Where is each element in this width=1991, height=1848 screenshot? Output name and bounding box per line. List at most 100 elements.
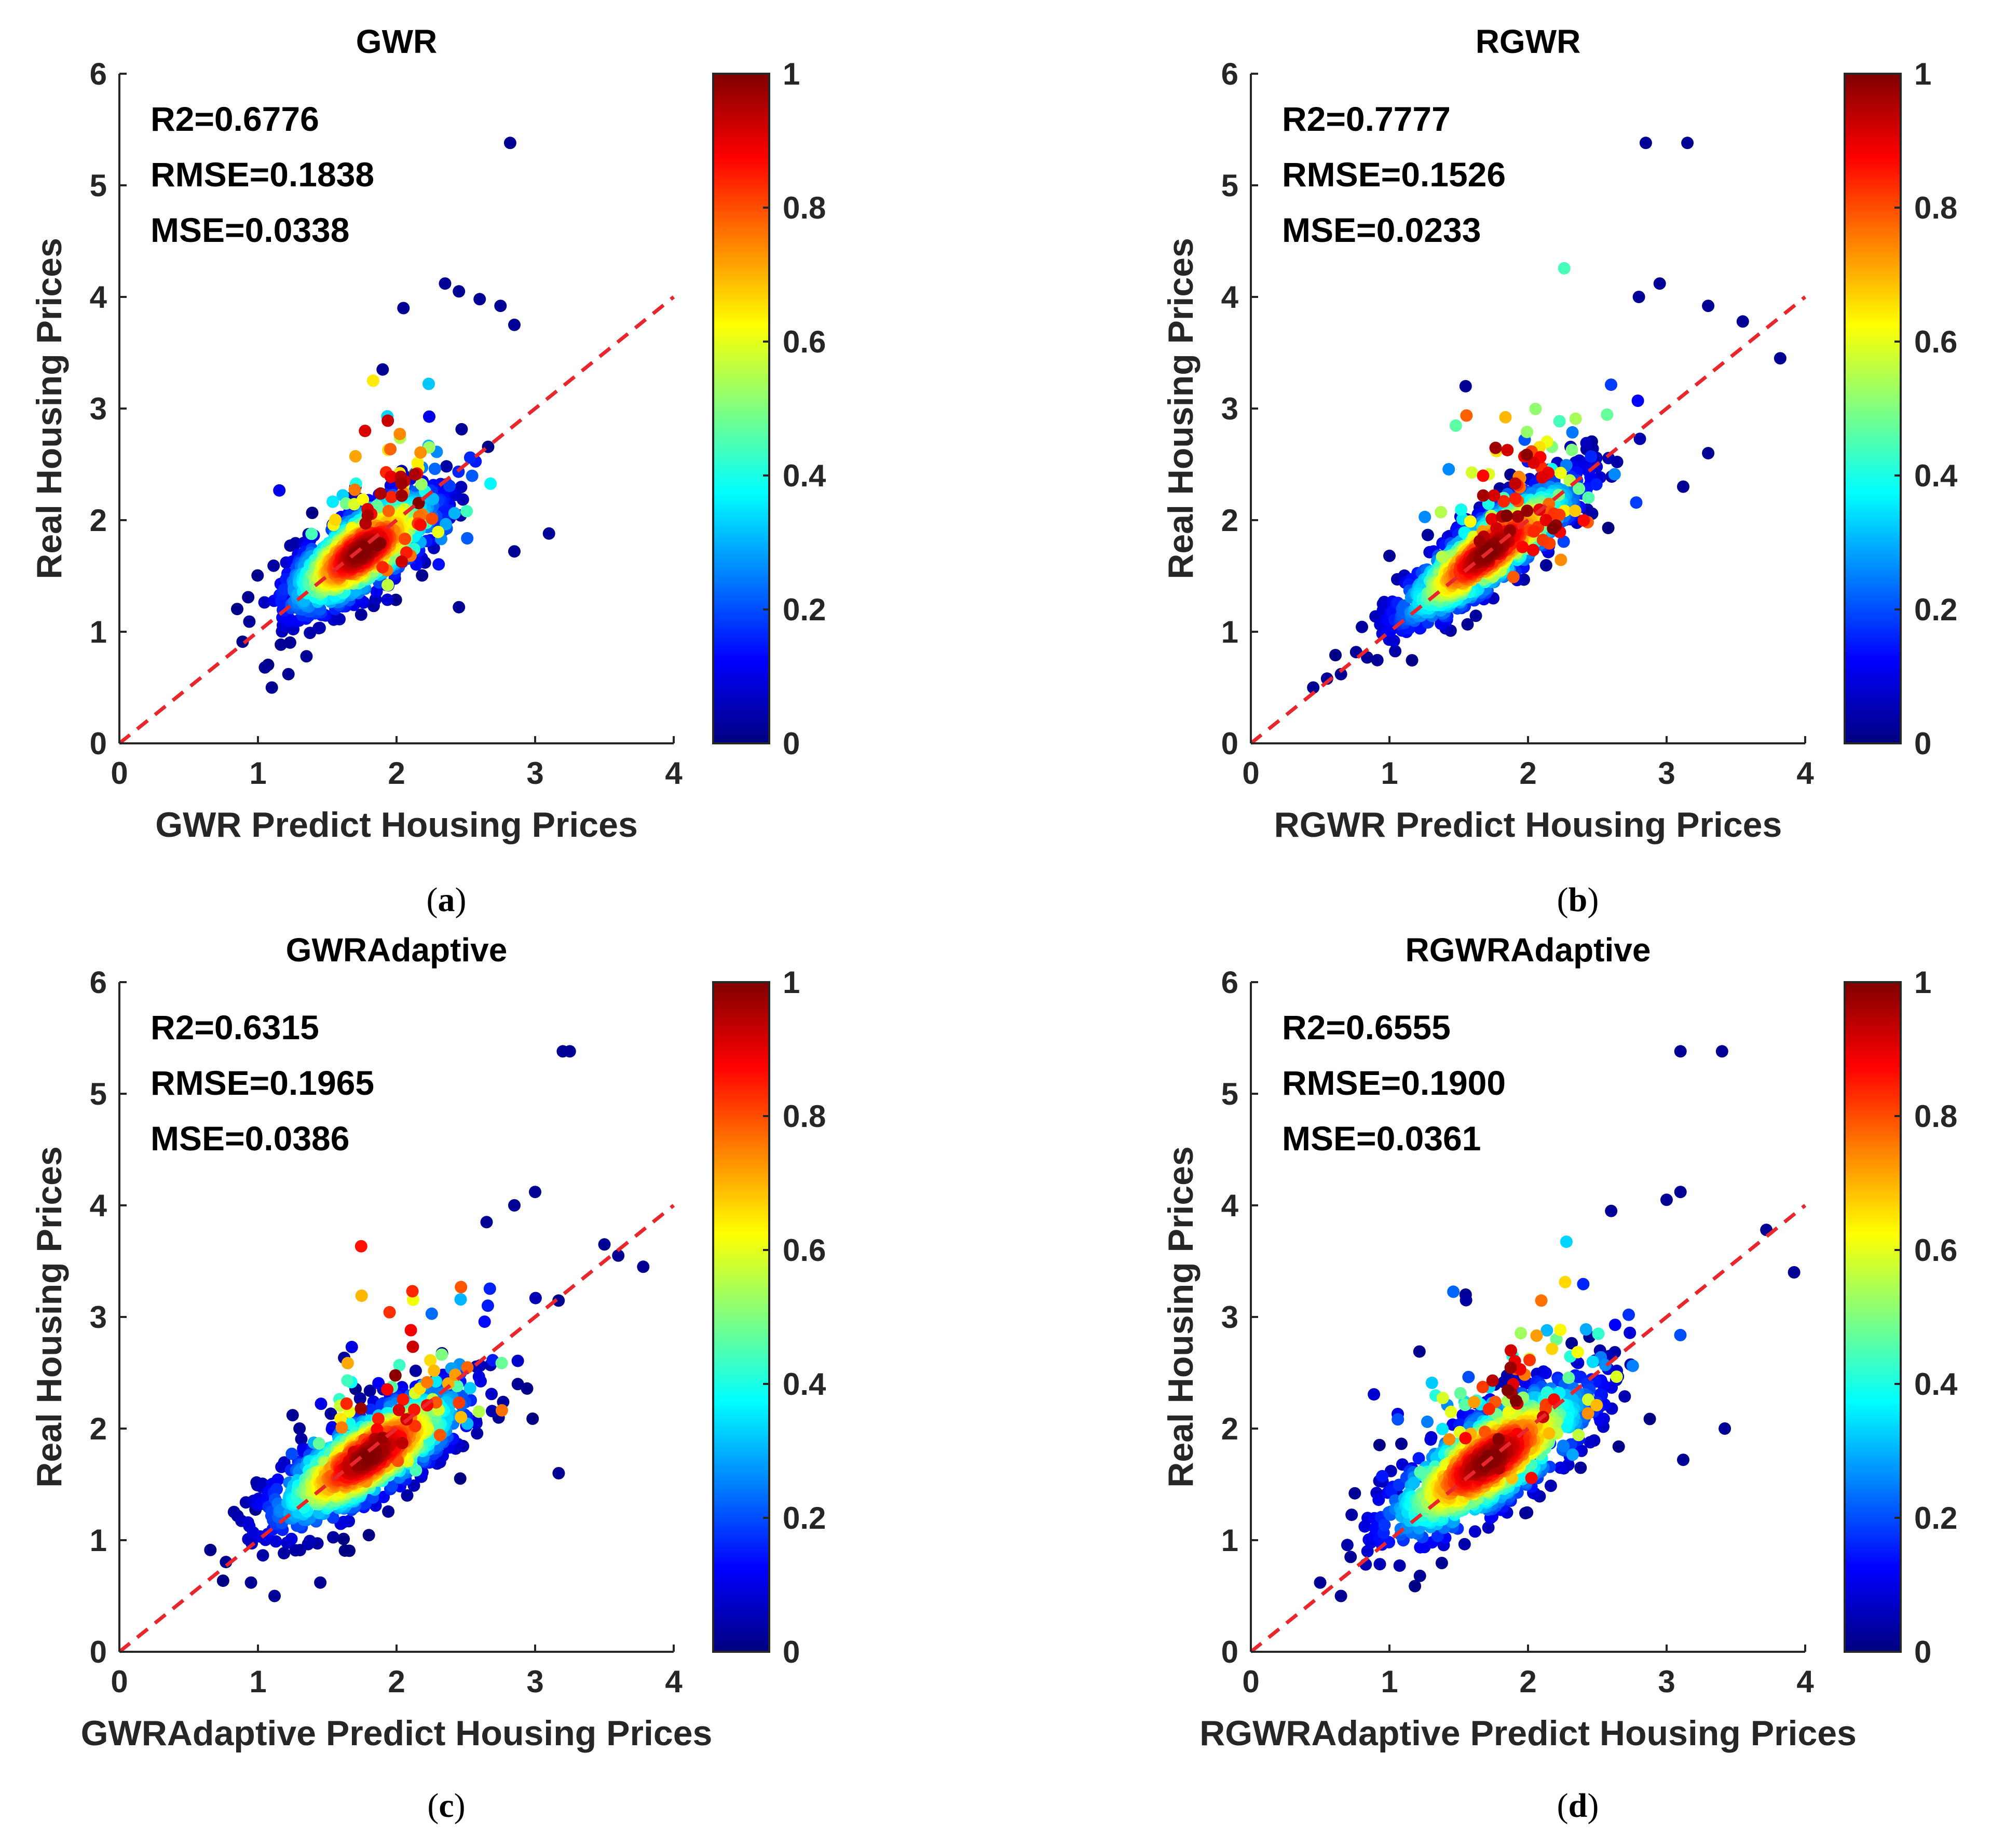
scatter-point bbox=[393, 428, 406, 441]
scatter-point bbox=[420, 1376, 433, 1389]
scatter-point bbox=[278, 583, 291, 596]
colorbar bbox=[713, 74, 769, 743]
scatter-point bbox=[1516, 540, 1529, 553]
scatter-point bbox=[1569, 505, 1581, 518]
scatter-point bbox=[381, 579, 394, 591]
scatter-point bbox=[1442, 463, 1455, 475]
scatter-point bbox=[1548, 1393, 1561, 1406]
colorbar-tick-label: 0 bbox=[783, 1635, 800, 1669]
scatter-point bbox=[1584, 1436, 1597, 1449]
scatter-point bbox=[1610, 1370, 1623, 1383]
scatter-point bbox=[1419, 510, 1431, 523]
scatter-point bbox=[1521, 505, 1534, 517]
scatter-point bbox=[382, 1505, 395, 1518]
scatter-point bbox=[376, 1432, 389, 1445]
scatter-point bbox=[258, 596, 271, 609]
scatter-point bbox=[1601, 408, 1614, 421]
scatter-point bbox=[1460, 409, 1473, 422]
scatter-point bbox=[381, 593, 394, 606]
panel-title: RGWRAdaptive bbox=[1406, 931, 1651, 969]
scatter-point bbox=[1479, 1425, 1491, 1438]
scatter-point bbox=[326, 1511, 339, 1524]
scatter-point bbox=[1492, 1433, 1505, 1446]
y-tick-label: 0 bbox=[90, 726, 107, 761]
scatter-point bbox=[1643, 1412, 1656, 1425]
scatter-point bbox=[285, 1447, 298, 1460]
scatter-points bbox=[204, 1045, 650, 1602]
scatter-point bbox=[1523, 1354, 1536, 1367]
scatter-point bbox=[231, 603, 243, 616]
scatter-point bbox=[315, 1397, 328, 1410]
y-tick-label: 0 bbox=[1221, 726, 1238, 761]
scatter-point bbox=[406, 1340, 419, 1353]
scatter-point bbox=[485, 1388, 498, 1401]
scatter-point bbox=[404, 1324, 417, 1337]
y-tick-label: 6 bbox=[90, 965, 107, 1000]
scatter-point bbox=[1424, 1433, 1437, 1446]
scatter-point bbox=[422, 377, 435, 390]
scatter-point bbox=[455, 1281, 468, 1294]
scatter-point bbox=[389, 1369, 402, 1382]
scatter-point bbox=[1389, 645, 1402, 658]
scatter-point bbox=[345, 1340, 358, 1353]
x-tick-label: 2 bbox=[388, 756, 405, 791]
y-axis-label: Real Housing Prices bbox=[1161, 238, 1201, 579]
scatter-point bbox=[337, 1532, 350, 1545]
scatter-point bbox=[1499, 411, 1512, 424]
y-tick-label: 4 bbox=[90, 280, 107, 315]
colorbar bbox=[1845, 74, 1901, 743]
scatter-point bbox=[1543, 1427, 1556, 1440]
scatter-point bbox=[267, 559, 280, 572]
colorbar-frame bbox=[1844, 981, 1902, 1653]
scatter-point bbox=[563, 1045, 576, 1058]
scatter-point bbox=[1572, 1429, 1585, 1442]
scatter-point bbox=[1674, 1328, 1687, 1341]
scatter-point bbox=[1502, 1384, 1514, 1397]
scatter-point bbox=[1653, 277, 1666, 290]
colorbar bbox=[713, 982, 769, 1652]
caption-letter: c bbox=[439, 1787, 454, 1825]
scatter-point bbox=[1409, 1580, 1422, 1593]
scatter-point bbox=[361, 1450, 374, 1463]
scatter-point bbox=[455, 423, 468, 436]
scatter-point bbox=[521, 1382, 534, 1395]
x-tick-label: 0 bbox=[1242, 1664, 1259, 1699]
scatter-point bbox=[312, 1437, 325, 1450]
scatter-point bbox=[1624, 1326, 1637, 1339]
scatter-point bbox=[1605, 1204, 1618, 1217]
y-axis-label: Real Housing Prices bbox=[30, 1146, 69, 1488]
scatter-point bbox=[1602, 522, 1615, 534]
scatter-point bbox=[1502, 1406, 1515, 1419]
scatter-point bbox=[1414, 1541, 1427, 1554]
scatter-point bbox=[337, 1515, 350, 1528]
x-axis-label: GWRAdaptive Predict Housing Prices bbox=[81, 1714, 713, 1753]
scatter-point bbox=[1345, 1509, 1358, 1521]
scatter-point bbox=[381, 1383, 394, 1396]
scatter-point bbox=[1521, 426, 1533, 439]
stat-annotation: RMSE=0.1838 bbox=[151, 155, 374, 194]
panel-title: GWRAdaptive bbox=[286, 931, 508, 969]
scatter-point bbox=[1626, 1360, 1639, 1373]
scatter-point bbox=[1307, 681, 1320, 694]
panel-caption: (c) bbox=[427, 1787, 465, 1825]
scatter-point bbox=[1608, 1319, 1621, 1331]
scatter-point bbox=[1550, 1333, 1563, 1346]
scatter-point bbox=[275, 1460, 288, 1473]
x-tick-label: 2 bbox=[1519, 756, 1536, 791]
scatter-point bbox=[483, 1282, 496, 1295]
scatter-point bbox=[1373, 1438, 1386, 1451]
stat-annotation: RMSE=0.1900 bbox=[1282, 1064, 1506, 1102]
colorbar-tick-label: 0.6 bbox=[1914, 1233, 1957, 1268]
scatter-point bbox=[454, 1293, 467, 1306]
scatter-point bbox=[1459, 1432, 1472, 1445]
scatter-point bbox=[1582, 491, 1595, 504]
scatter-point bbox=[409, 1364, 422, 1377]
scatter-point bbox=[1519, 1506, 1532, 1519]
scatter-point bbox=[362, 1529, 375, 1542]
colorbar-tick-label: 0.4 bbox=[783, 458, 826, 493]
scatter-point bbox=[338, 1544, 351, 1557]
scatter-point bbox=[427, 493, 440, 506]
scatter-point bbox=[508, 545, 521, 558]
